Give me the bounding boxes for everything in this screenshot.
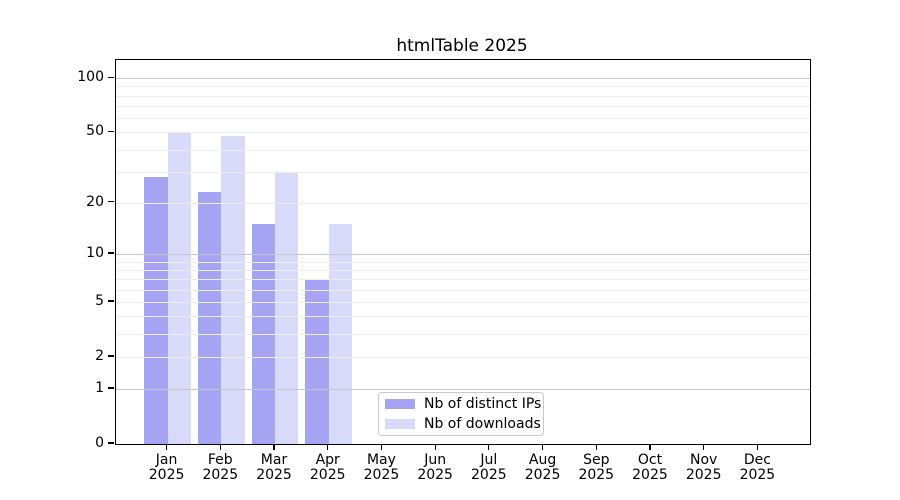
x-tick-label: Mar 2025 (244, 453, 304, 483)
y-tick-label: 100 (77, 69, 104, 86)
bar-distinct-ips (305, 279, 329, 444)
x-tick-month: Dec (743, 452, 771, 468)
x-tick-label: Jul 2025 (459, 453, 519, 483)
bar-downloads (275, 171, 299, 444)
x-tick-mark (166, 444, 168, 451)
x-tick-label: Apr 2025 (298, 453, 358, 483)
x-tick-month: Nov (690, 452, 718, 468)
major-gridline (116, 78, 810, 80)
minor-gridline (116, 106, 810, 108)
x-tick-label: Jun 2025 (405, 453, 465, 483)
x-tick-year: 2025 (578, 467, 615, 483)
legend-swatch (385, 418, 415, 430)
minor-gridline (116, 202, 810, 204)
minor-gridline (116, 149, 810, 151)
x-tick-mark (595, 444, 597, 451)
y-tick-label: 2 (95, 347, 104, 364)
minor-gridline (116, 132, 810, 134)
legend-label: Nb of distinct IPs (424, 396, 542, 412)
x-tick-mark (649, 444, 651, 451)
y-tick-label: 5 (95, 292, 104, 309)
x-tick-month: Jun (424, 452, 447, 468)
minor-gridline (116, 86, 810, 88)
y-tick-mark (108, 201, 114, 203)
x-tick-mark (541, 444, 544, 451)
x-tick-mark (219, 444, 221, 451)
x-tick-mark (434, 444, 436, 451)
y-tick-mark (108, 76, 114, 78)
minor-gridline (116, 269, 810, 271)
x-tick-year: 2025 (256, 467, 292, 483)
x-tick-label: Aug 2025 (513, 453, 573, 483)
x-tick-year: 2025 (417, 467, 453, 483)
x-tick-mark (327, 444, 329, 451)
x-tick-label: Dec 2025 (727, 453, 787, 483)
x-tick-mark (703, 444, 705, 451)
x-tick-month: Jul (480, 452, 498, 468)
x-tick-month: Jan (155, 452, 178, 468)
y-tick-label: 0 (95, 435, 104, 451)
minor-gridline (116, 334, 810, 336)
x-tick-mark (488, 444, 490, 451)
x-tick-mark (756, 444, 758, 451)
x-tick-mark (380, 444, 383, 451)
legend-item: Nb of downloads (385, 416, 541, 432)
x-tick-month: Apr (315, 452, 340, 468)
minor-gridline (116, 171, 810, 173)
y-tick-label: 50 (86, 123, 104, 140)
x-tick-month: Sep (583, 452, 610, 468)
y-tick-mark (108, 252, 114, 254)
y-tick-mark (108, 442, 114, 444)
x-tick-month: Mar (260, 452, 288, 468)
bar-downloads (167, 132, 191, 444)
legend-item: Nb of distinct IPs (385, 396, 541, 412)
minor-gridline (116, 356, 810, 358)
plot-area (115, 59, 811, 445)
x-tick-month: Feb (207, 452, 233, 468)
major-gridline (116, 253, 810, 255)
x-tick-label: Nov 2025 (674, 453, 734, 483)
y-tick-label: 20 (86, 193, 104, 210)
y-tick-label: 1 (95, 380, 104, 397)
legend-swatch (385, 398, 415, 410)
minor-gridline (116, 279, 810, 281)
legend: Nb of distinct IPs Nb of downloads (378, 392, 544, 436)
y-tick-mark (108, 355, 114, 357)
y-tick-mark (108, 300, 114, 302)
x-tick-label: May 2025 (351, 453, 411, 483)
x-tick-year: 2025 (471, 467, 507, 483)
x-tick-label: Jan 2025 (137, 453, 197, 483)
x-tick-month: Oct (637, 452, 663, 468)
x-tick-year: 2025 (524, 467, 561, 483)
bar-distinct-ips (198, 192, 222, 444)
x-tick-label: Feb 2025 (190, 453, 250, 483)
major-gridline (116, 389, 810, 391)
chart-title: htmlTable 2025 (396, 36, 528, 56)
y-tick-label: 10 (86, 244, 104, 261)
x-tick-year: 2025 (363, 467, 400, 483)
x-tick-month: Aug (528, 452, 557, 468)
x-tick-month: May (366, 452, 396, 468)
minor-gridline (116, 118, 810, 120)
x-tick-label: Sep 2025 (566, 453, 626, 483)
minor-gridline (116, 261, 810, 263)
x-tick-label: Oct 2025 (620, 453, 680, 483)
x-tick-mark (273, 444, 275, 451)
y-tick-mark (108, 387, 114, 389)
x-tick-year: 2025 (632, 467, 668, 483)
minor-gridline (116, 95, 810, 97)
minor-gridline (116, 301, 810, 303)
y-tick-mark (108, 130, 114, 132)
legend-label: Nb of downloads (424, 416, 541, 432)
minor-gridline (116, 316, 810, 318)
x-tick-year: 2025 (685, 467, 722, 483)
minor-gridline (116, 289, 810, 291)
x-tick-year: 2025 (148, 467, 185, 483)
bar-distinct-ips (144, 177, 168, 444)
x-tick-year: 2025 (202, 467, 239, 483)
x-tick-year: 2025 (309, 467, 346, 483)
x-tick-year: 2025 (739, 467, 776, 483)
